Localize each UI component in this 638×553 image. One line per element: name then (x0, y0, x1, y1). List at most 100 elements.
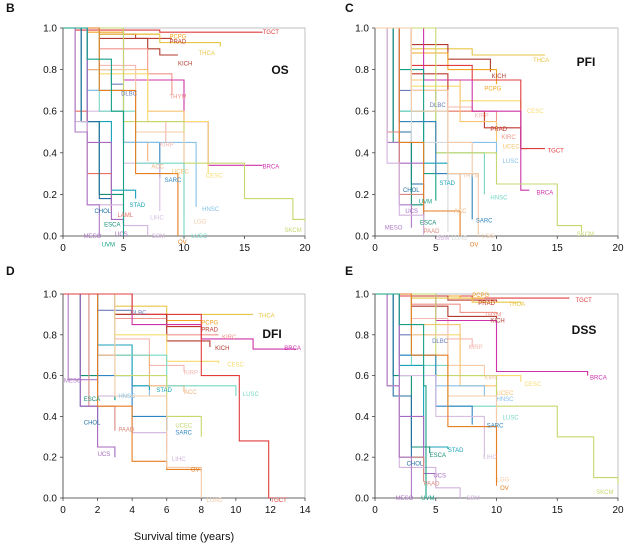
x-tick-label: 15 (552, 243, 564, 254)
y-tick-label: 0.0 (43, 232, 57, 243)
curve-label-stad: STAD (439, 181, 455, 187)
panel-c: C PFI 0 5 10 15 20 0.0 0.2 0.4 0.6 0.8 1.0 THCA KICH PC… (345, 1, 624, 254)
x-tick-label: 5 (433, 505, 439, 516)
km-curve-tgct (63, 293, 271, 499)
curve-label-esca: ESCA (420, 220, 436, 226)
curve-label-thca: THCA (533, 58, 549, 64)
y-tick-label: 0.8 (355, 330, 369, 341)
y-tick-label: 0.6 (355, 107, 369, 118)
km-curve-acc (63, 293, 185, 392)
x-tick-label: 0 (60, 243, 66, 254)
curve-label-uvm: UVM (102, 242, 115, 248)
y-tick-label: 1.0 (43, 24, 57, 35)
curve-label-dlbc: DLBC (121, 92, 138, 98)
km-curve-thca (375, 27, 546, 56)
curve-label-dlbc: DLBC (432, 339, 449, 345)
x-tick-label: 10 (178, 243, 190, 254)
curve-label-tgct: TGCT (575, 298, 592, 304)
curve-label-prad: PRAD (478, 301, 495, 307)
panel-letter: B (6, 1, 15, 15)
curve-label-ucs: UCS (98, 452, 111, 458)
km-curve-lgg (375, 27, 479, 236)
km-curve-cesc (63, 293, 220, 364)
curve-label-hnsc: HNSC (490, 196, 508, 202)
curve-label-pcpg: PCPG (201, 321, 218, 327)
curve-label-thca: THCA (199, 51, 215, 57)
y-tick-label: 0.4 (43, 148, 57, 159)
curve-label-luad: LUAD (206, 498, 223, 504)
curve-label-uvm: UVM (419, 200, 432, 206)
panel-b: B OS 0 5 10 15 20 0.0 0.2 0.4 0.6 0.8 1.0 TGCT PCPGPRA… (6, 1, 311, 254)
curve-label-paad: PAAD (424, 229, 441, 235)
curve-label-kich: KICH (215, 346, 229, 352)
curve-label-lgg: LGG (194, 219, 207, 225)
curve-label-ov: OV (500, 486, 509, 492)
curve-label-sarc: SARC (476, 218, 493, 224)
km-curve-brca (375, 27, 530, 191)
km-curve-dlbc (375, 293, 436, 336)
curve-label-prad: PRAD (490, 127, 507, 133)
y-tick-label: 0.8 (43, 330, 57, 341)
panel-metric-title: OS (271, 63, 288, 77)
panel-metric-title: PFI (577, 55, 596, 69)
curve-label-sarc: SARC (175, 431, 192, 437)
curve-label-ucec: UCEC (172, 170, 190, 176)
x-tick-label: 0 (372, 243, 378, 254)
panel-d: D DFI 0 2 4 6 8 10 12 14 0.0 0.2 0.4 0.6 0.8 1.0 Surviva… (6, 264, 311, 543)
km-curve-uvm (375, 27, 437, 201)
curve-label-gbm: GBM (466, 496, 480, 502)
curve-label-brca: BRCA (537, 190, 554, 196)
km-curve-esca (63, 27, 125, 226)
x-tick-label: 0 (60, 505, 66, 516)
curve-label-brca: BRCA (590, 376, 607, 382)
curve-label-meso: MESO (385, 226, 403, 232)
km-curve-tgct (63, 27, 263, 33)
y-tick-label: 0.0 (355, 232, 369, 243)
curve-label-kirc: KIRC (222, 335, 237, 341)
x-tick-label: 20 (299, 243, 311, 254)
km-curve-thca (63, 27, 221, 47)
x-tick-label: 20 (612, 505, 624, 516)
curve-label-tgct: TGCT (263, 30, 280, 36)
y-tick-label: 1.0 (355, 290, 369, 301)
curve-label-kirp: KIRP (475, 113, 489, 119)
x-tick-label: 10 (491, 243, 503, 254)
curve-label-thca: THCA (258, 313, 274, 319)
panel-letter: C (345, 1, 354, 15)
curve-label-lusc: LUSC (243, 392, 260, 398)
km-curve-paad (63, 293, 116, 431)
curve-label-ov: OV (178, 240, 187, 246)
curve-label-chol: CHOL (84, 421, 101, 427)
curve-label-gbm: GBM (151, 234, 165, 240)
x-axis-label: Survival time (years) (134, 531, 234, 543)
x-tick-label: 0 (372, 505, 378, 516)
curve-label-stad: STAD (448, 448, 464, 454)
y-tick-label: 0.6 (355, 371, 369, 382)
y-tick-label: 0.4 (43, 412, 57, 423)
x-tick-label: 2 (95, 505, 101, 516)
y-tick-label: 1.0 (43, 290, 57, 301)
curve-label-acc: ACC (151, 164, 164, 170)
curve-label-kich: KICH (178, 61, 192, 67)
y-tick-label: 0.6 (43, 107, 57, 118)
curve-label-ucs: UCS (433, 474, 446, 480)
x-tick-label: 10 (230, 505, 242, 516)
curve-label-lusc: LUSC (503, 159, 520, 165)
x-tick-label: 8 (199, 505, 205, 516)
curve-label-chol: CHOL (403, 188, 420, 194)
y-tick-label: 0.2 (355, 453, 369, 464)
curve-label-cesc: CESC (524, 382, 541, 388)
curve-label-luad: LUAD (452, 236, 469, 242)
km-curve-uvm (375, 293, 427, 498)
curve-label-kich: KICH (492, 74, 506, 80)
x-tick-label: 5 (121, 243, 127, 254)
curve-label-skcm: SKCM (284, 228, 301, 234)
km-curve-ov (63, 27, 179, 236)
km-curve-uvm (63, 27, 125, 236)
curve-label-prad: PRAD (201, 328, 218, 334)
curve-label-kirp: KIRP (160, 142, 174, 148)
y-tick-label: 0.0 (355, 494, 369, 505)
km-curve-pcpg (63, 27, 160, 35)
curve-label-thym: THYM (169, 95, 186, 101)
